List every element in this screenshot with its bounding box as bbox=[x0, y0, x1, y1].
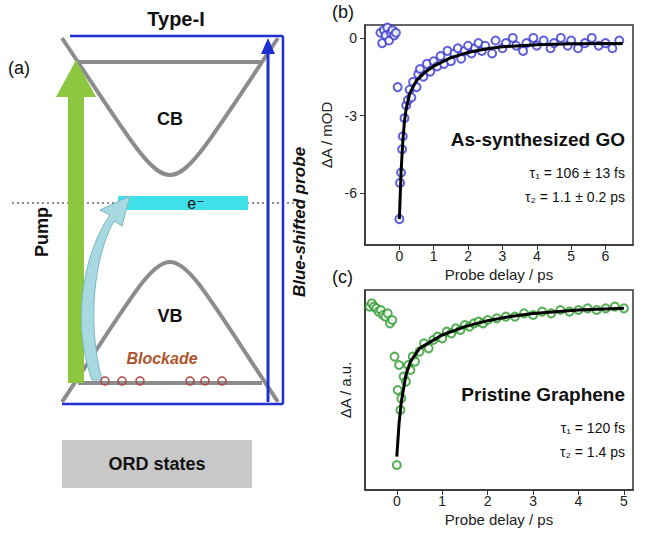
svg-text:2: 2 bbox=[464, 248, 472, 264]
svg-text:5: 5 bbox=[567, 248, 575, 264]
svg-text:1: 1 bbox=[438, 493, 446, 509]
svg-text:(b): (b) bbox=[332, 2, 354, 22]
svg-text:-3: -3 bbox=[345, 108, 358, 124]
svg-text:As-synthesized GO: As-synthesized GO bbox=[451, 129, 625, 150]
svg-text:Probe delay / ps: Probe delay / ps bbox=[445, 266, 553, 283]
svg-text:3: 3 bbox=[529, 493, 537, 509]
svg-text:ORD states: ORD states bbox=[108, 454, 205, 474]
svg-text:τ₂ = 1.1 ± 0.2 ps: τ₂ = 1.1 ± 0.2 ps bbox=[525, 189, 625, 205]
svg-text:τ₂ = 1.4 ps: τ₂ = 1.4 ps bbox=[560, 444, 625, 460]
svg-text:VB: VB bbox=[157, 306, 182, 326]
svg-text:1: 1 bbox=[430, 248, 438, 264]
svg-text:2: 2 bbox=[484, 493, 492, 509]
svg-text:4: 4 bbox=[533, 248, 541, 264]
svg-text:0: 0 bbox=[349, 30, 357, 46]
svg-text:4: 4 bbox=[575, 493, 583, 509]
svg-text:Blue-shifted probe: Blue-shifted probe bbox=[290, 147, 309, 297]
svg-text:τ₁ = 120 fs: τ₁ = 120 fs bbox=[561, 420, 625, 436]
svg-text:5: 5 bbox=[620, 493, 628, 509]
svg-text:Pristine Graphene: Pristine Graphene bbox=[461, 384, 625, 405]
svg-text:Type-I: Type-I bbox=[147, 8, 204, 30]
svg-text:0: 0 bbox=[395, 248, 403, 264]
svg-text:(a): (a) bbox=[8, 58, 30, 78]
svg-text:τ₁ = 106 ± 13 fs: τ₁ = 106 ± 13 fs bbox=[530, 165, 625, 181]
svg-text:Blockade: Blockade bbox=[126, 350, 197, 367]
svg-text:ΔA / a.u.: ΔA / a.u. bbox=[337, 362, 354, 419]
svg-text:e⁻: e⁻ bbox=[187, 195, 204, 212]
svg-text:(c): (c) bbox=[332, 267, 353, 287]
svg-text:CB: CB bbox=[157, 109, 183, 129]
svg-text:3: 3 bbox=[499, 248, 507, 264]
svg-text:ΔA / mOD: ΔA / mOD bbox=[318, 101, 335, 168]
svg-text:-6: -6 bbox=[345, 185, 358, 201]
svg-text:0: 0 bbox=[393, 493, 401, 509]
svg-text:Pump: Pump bbox=[32, 207, 52, 257]
svg-text:Probe delay / ps: Probe delay / ps bbox=[445, 511, 553, 528]
svg-text:6: 6 bbox=[602, 248, 610, 264]
